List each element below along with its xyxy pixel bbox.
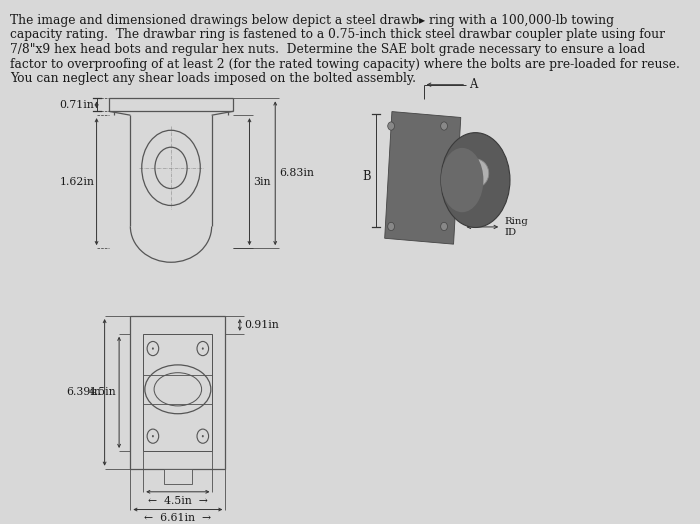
Text: You can neglect any shear loads imposed on the bolted assembly.: You can neglect any shear loads imposed …	[10, 72, 416, 85]
Text: The image and dimensioned drawings below depict a steel drawb▸ ring with a 100,0: The image and dimensioned drawings below…	[10, 14, 614, 27]
Text: 0.71in: 0.71in	[60, 100, 94, 110]
Circle shape	[202, 435, 204, 438]
Bar	[144, 334, 213, 451]
Ellipse shape	[441, 133, 510, 227]
Text: factor to overproofing of at least 2 (for the rated towing capacity) where the b: factor to overproofing of at least 2 (fo…	[10, 58, 680, 71]
Bar	[385, 112, 461, 244]
Ellipse shape	[462, 159, 489, 188]
Text: 6.83in: 6.83in	[279, 168, 314, 178]
Text: Ring
ID: Ring ID	[505, 217, 528, 237]
Ellipse shape	[441, 148, 484, 212]
Text: B: B	[363, 170, 371, 183]
Bar	[380, 89, 512, 258]
Text: 4.5in: 4.5in	[88, 387, 116, 397]
Text: 6.39in: 6.39in	[66, 387, 102, 397]
Text: 1.62in: 1.62in	[60, 177, 94, 187]
Circle shape	[152, 435, 154, 438]
Bar	[164, 468, 192, 484]
Bar	[130, 316, 225, 468]
Circle shape	[202, 347, 204, 350]
Circle shape	[152, 347, 154, 350]
Text: 0.91in: 0.91in	[244, 320, 279, 330]
Text: 7/8"x9 hex head bots and regular hex nuts.  Determine the SAE bolt grade necessa: 7/8"x9 hex head bots and regular hex nut…	[10, 43, 645, 56]
Text: capacity rating.  The drawbar ring is fastened to a 0.75-inch thick steel drawba: capacity rating. The drawbar ring is fas…	[10, 28, 665, 41]
Text: ←  4.5in  →: ← 4.5in →	[148, 496, 208, 506]
Circle shape	[441, 222, 447, 231]
Circle shape	[441, 122, 447, 130]
Text: A: A	[469, 78, 477, 91]
Circle shape	[388, 122, 395, 130]
Text: 3in: 3in	[253, 177, 271, 187]
Text: ←  6.61in  →: ← 6.61in →	[144, 514, 211, 523]
Circle shape	[388, 222, 395, 231]
